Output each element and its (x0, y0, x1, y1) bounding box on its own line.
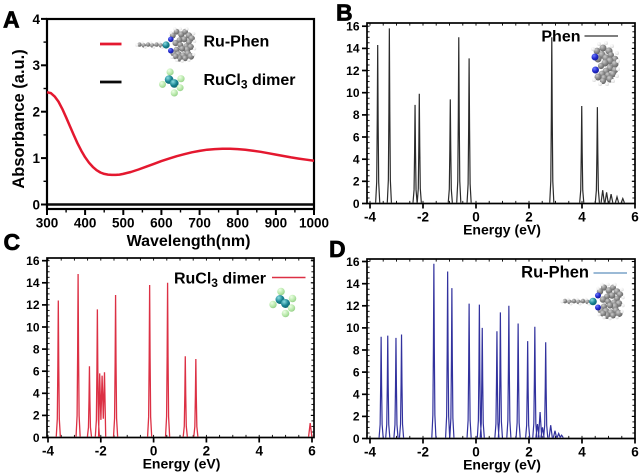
svg-text:4: 4 (33, 387, 40, 401)
svg-text:6: 6 (353, 365, 360, 379)
svg-text:1000: 1000 (299, 216, 329, 231)
svg-text:2: 2 (203, 444, 211, 459)
svg-text:4: 4 (578, 210, 586, 225)
svg-text:2: 2 (33, 409, 40, 423)
svg-text:4: 4 (578, 445, 586, 460)
svg-text:800: 800 (226, 216, 249, 231)
svg-text:14: 14 (346, 277, 360, 291)
svg-text:6: 6 (631, 210, 639, 225)
svg-text:RuCl3 dimer: RuCl3 dimer (204, 72, 296, 92)
svg-text:8: 8 (353, 343, 360, 357)
svg-text:Ru-Phen: Ru-Phen (521, 264, 589, 282)
svg-text:0: 0 (33, 431, 40, 445)
svg-text:4: 4 (353, 153, 360, 167)
svg-text:B: B (336, 0, 353, 26)
svg-text:D: D (329, 236, 346, 262)
svg-text:2: 2 (353, 410, 360, 424)
svg-text:0: 0 (150, 444, 158, 459)
svg-text:Ru-Phen: Ru-Phen (204, 34, 270, 51)
svg-text:6: 6 (33, 365, 40, 379)
svg-text:12: 12 (26, 298, 40, 312)
svg-text:10: 10 (346, 86, 360, 100)
svg-text:14: 14 (26, 276, 40, 290)
svg-text:-2: -2 (417, 445, 429, 460)
svg-text:4: 4 (255, 444, 263, 459)
svg-text:8: 8 (33, 342, 40, 356)
svg-text:0: 0 (472, 445, 480, 460)
svg-text:3: 3 (32, 58, 40, 73)
svg-text:4: 4 (353, 388, 360, 402)
svg-text:C: C (4, 229, 21, 255)
svg-text:16: 16 (346, 255, 360, 269)
svg-text:-2: -2 (417, 210, 429, 225)
svg-text:0: 0 (472, 210, 480, 225)
svg-text:2: 2 (525, 445, 533, 460)
svg-text:-2: -2 (95, 444, 107, 459)
svg-text:500: 500 (112, 216, 135, 231)
svg-text:16: 16 (346, 20, 360, 34)
svg-text:900: 900 (265, 216, 288, 231)
svg-text:2: 2 (32, 105, 40, 120)
svg-text:400: 400 (74, 216, 97, 231)
svg-text:300: 300 (36, 216, 59, 231)
svg-text:10: 10 (346, 321, 360, 335)
svg-text:16: 16 (26, 254, 40, 268)
svg-text:0: 0 (353, 432, 360, 446)
svg-text:RuCl3 dimer: RuCl3 dimer (174, 271, 266, 291)
svg-text:8: 8 (353, 108, 360, 122)
svg-text:Wavelength(nm): Wavelength(nm) (127, 233, 251, 250)
svg-text:12: 12 (346, 64, 360, 78)
svg-text:0: 0 (353, 197, 360, 211)
svg-text:10: 10 (26, 320, 40, 334)
svg-text:2: 2 (353, 175, 360, 189)
svg-text:6: 6 (308, 444, 316, 459)
svg-text:700: 700 (188, 216, 211, 231)
svg-text:6: 6 (353, 130, 360, 144)
svg-text:14: 14 (346, 42, 360, 56)
svg-text:6: 6 (631, 445, 639, 460)
svg-text:-4: -4 (42, 444, 54, 459)
svg-text:2: 2 (525, 210, 533, 225)
svg-text:A: A (3, 7, 20, 33)
svg-text:Absorbance (a.u.): Absorbance (a.u.) (10, 49, 28, 188)
svg-text:600: 600 (150, 216, 173, 231)
svg-text:12: 12 (346, 299, 360, 313)
svg-text:1: 1 (32, 151, 40, 166)
svg-text:-4: -4 (364, 210, 376, 225)
svg-text:-4: -4 (364, 445, 376, 460)
svg-text:Energy (eV): Energy (eV) (463, 457, 541, 473)
svg-text:Phen: Phen (541, 29, 580, 46)
svg-text:0: 0 (32, 197, 40, 212)
svg-text:Energy (eV): Energy (eV) (463, 222, 541, 238)
svg-text:Energy (eV): Energy (eV) (143, 456, 221, 472)
svg-text:4: 4 (32, 12, 40, 27)
